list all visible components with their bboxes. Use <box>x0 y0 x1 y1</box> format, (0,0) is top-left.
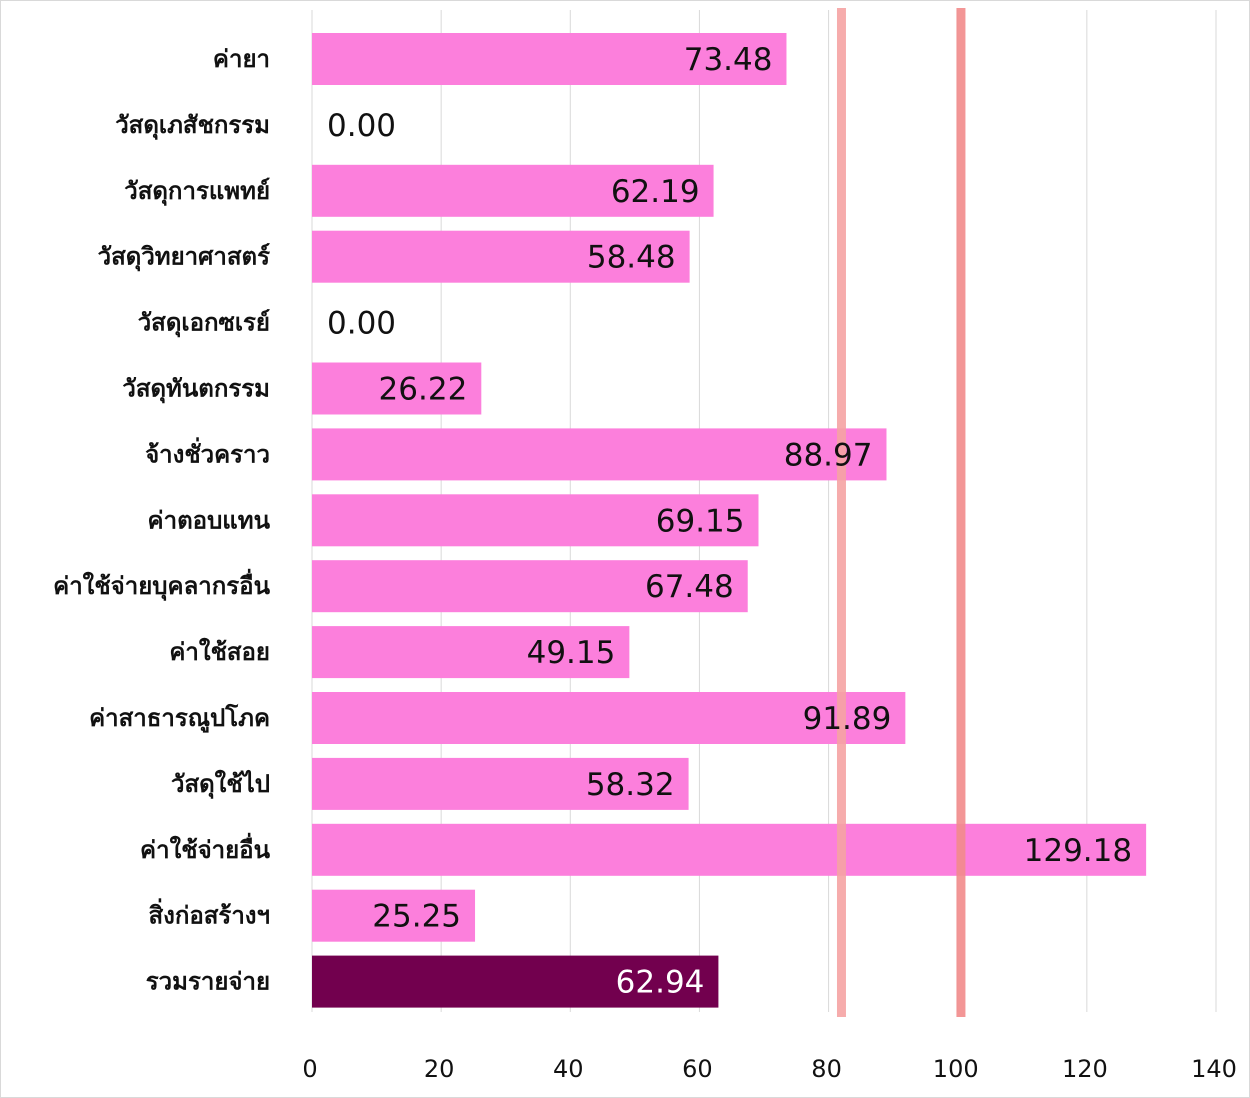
bar-value-label: 26.22 <box>379 372 468 408</box>
x-axis-tick-labels: 0 20 40 60 80 100 120 140 <box>302 1055 1237 1083</box>
bar-value-label: 49.15 <box>527 635 616 671</box>
category-label: วัสดุเภสัชกรรม <box>115 111 270 141</box>
bar <box>312 692 906 744</box>
bar <box>312 823 1147 876</box>
bar-value-label: 88.97 <box>784 437 873 473</box>
bar-value-label: 67.48 <box>645 569 734 605</box>
bar <box>312 889 476 942</box>
category-label: วัสดุวิทยาศาสตร์ <box>98 243 270 273</box>
bar-value-label: 73.48 <box>684 42 773 78</box>
category-label: สิ่งก่อสร้างฯ <box>148 898 270 930</box>
bar-value-label: 62.19 <box>611 174 700 210</box>
bar-value-label: 25.25 <box>372 899 461 935</box>
category-label: ค่าตอบแทน <box>148 506 271 534</box>
category-label: ค่าใช้จ่ายอื่น <box>140 832 271 864</box>
category-label: รวมรายจ่าย <box>146 968 270 996</box>
category-label: ค่าใช้สอย <box>169 637 270 666</box>
bar <box>312 494 759 547</box>
bar-value-label: 0.00 <box>327 108 396 144</box>
category-label: ค่าใช้จ่ายบุคลากรอื่น <box>53 568 270 602</box>
bar <box>312 362 482 415</box>
bar-value-label: 91.89 <box>803 701 892 737</box>
category-label: ค่าสาธารณูปโภค <box>89 703 270 733</box>
category-label: วัสดุการแพทย์ <box>124 177 270 207</box>
reference-lines <box>836 8 966 1017</box>
x-tick-label: 80 <box>811 1055 842 1083</box>
value-labels: 73.48 0.00 62.19 58.48 0.00 26.22 88.97 69.15 67… <box>327 42 1132 1001</box>
bar-value-label: 69.15 <box>656 503 745 539</box>
x-tick-label: 20 <box>424 1055 455 1083</box>
x-tick-label: 40 <box>553 1055 584 1083</box>
x-tick-label: 0 <box>302 1055 317 1083</box>
category-label: จ้างชั่วคราว <box>145 436 270 468</box>
bar <box>312 955 719 1008</box>
category-label: วัสดุทันตกรรม <box>122 375 270 405</box>
bar-value-label: 129.18 <box>1024 833 1132 869</box>
x-tick-label: 140 <box>1191 1055 1237 1083</box>
bars <box>312 33 1147 1008</box>
category-label: วัสดุเอกซเรย์ <box>138 309 270 339</box>
bar <box>312 626 630 679</box>
x-tick-label: 100 <box>933 1055 979 1083</box>
bar-value-label: 0.00 <box>327 306 396 342</box>
bar-value-label: 58.48 <box>587 240 676 276</box>
bar <box>312 33 787 85</box>
bar <box>312 757 689 810</box>
bar <box>312 428 887 481</box>
category-label: ค่ายา <box>213 45 270 73</box>
category-labels: ค่ายาวัสดุเภสัชกรรมวัสดุการแพทย์วัสดุวิท… <box>53 45 270 996</box>
bar <box>312 164 714 217</box>
x-tick-label: 60 <box>682 1055 713 1083</box>
bar <box>312 560 748 613</box>
category-label: วัสดุใช้ไป <box>171 769 270 800</box>
bar-value-label: 58.32 <box>586 767 675 803</box>
bar <box>312 230 690 283</box>
x-tick-label: 120 <box>1062 1055 1108 1083</box>
bar-value-label: 62.94 <box>616 965 705 1001</box>
